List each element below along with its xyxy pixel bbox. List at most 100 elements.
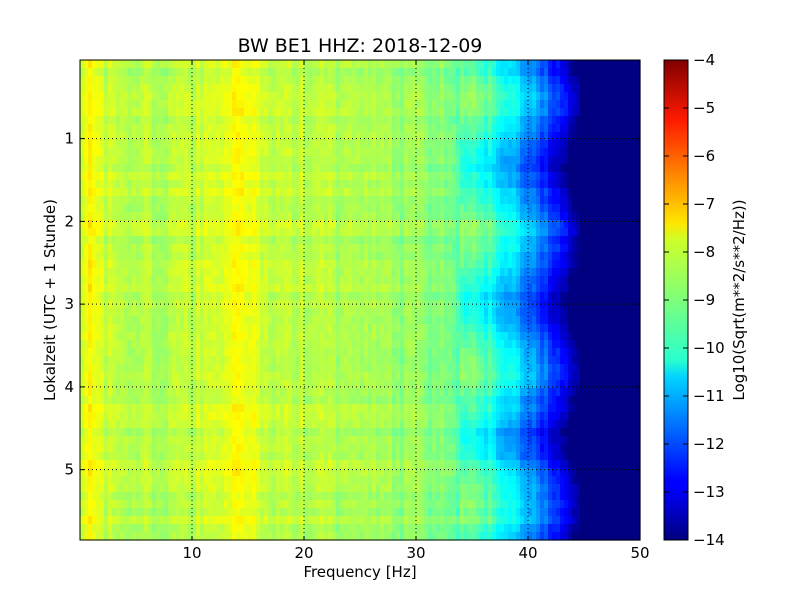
heatmap-cell [88,172,93,181]
heatmap-cell [280,228,285,237]
heatmap-cell [120,156,125,165]
heatmap-cell [268,524,273,533]
heatmap-cell [408,268,413,277]
heatmap-cell [268,84,273,93]
heatmap-cell [348,308,353,317]
heatmap-cell [108,252,113,261]
heatmap-cell [236,92,241,101]
heatmap-cell [148,164,153,173]
heatmap-cell [332,108,337,117]
heatmap-cell [180,212,185,221]
heatmap-cell [108,212,113,221]
heatmap-cell [168,316,173,325]
heatmap-cell [400,204,405,213]
heatmap-cell [240,332,245,341]
heatmap-cell [404,236,409,245]
heatmap-cell [352,324,357,333]
heatmap-cell [232,276,237,285]
heatmap-cell [152,348,157,357]
heatmap-cell [88,532,93,541]
heatmap-cell [256,276,261,285]
heatmap-cell [376,212,381,221]
heatmap-cell [124,364,129,373]
heatmap-cell [164,204,169,213]
heatmap-cell [168,516,173,525]
heatmap-cell [252,212,257,221]
heatmap-cell [288,316,293,325]
heatmap-cell [348,204,353,213]
heatmap-cell [364,92,369,101]
heatmap-cell [292,420,297,429]
heatmap-cell [228,532,233,541]
heatmap-cell [388,196,393,205]
heatmap-cell [252,140,257,149]
heatmap-cell [320,300,325,309]
heatmap-cell [392,372,397,381]
heatmap-cell [296,116,301,125]
heatmap-cell [220,500,225,509]
heatmap-cell [184,428,189,437]
heatmap-cell [280,396,285,405]
heatmap-cell [240,164,245,173]
heatmap-cell [352,292,357,301]
heatmap-cell [136,372,141,381]
heatmap-cell [308,172,313,181]
heatmap-cell [140,340,145,349]
heatmap-cell [344,372,349,381]
heatmap-cell [152,332,157,341]
heatmap-cell [160,468,165,477]
heatmap-cell [380,84,385,93]
heatmap-cell [204,364,209,373]
heatmap-cell [180,412,185,421]
heatmap-cell [116,508,121,517]
heatmap-cell [392,516,397,525]
heatmap-cell [152,524,157,533]
heatmap-cell [328,76,333,85]
heatmap-cell [232,196,237,205]
heatmap-cell [248,308,253,317]
heatmap-cell [140,204,145,213]
heatmap-cell [144,76,149,85]
heatmap-cell [232,420,237,429]
heatmap-cell [248,164,253,173]
heatmap-cell [352,180,357,189]
heatmap-cell [236,364,241,373]
heatmap-cell [164,76,169,85]
heatmap-cell [296,452,301,461]
heatmap-cell [244,388,249,397]
heatmap-cell [388,244,393,253]
heatmap-cell [100,532,105,541]
heatmap-cell [276,412,281,421]
heatmap-cell [112,460,117,469]
heatmap-cell [332,460,337,469]
heatmap-cell [332,356,337,365]
heatmap-cell [144,124,149,133]
heatmap-cell [308,404,313,413]
heatmap-cell [288,284,293,293]
heatmap-cell [340,204,345,213]
heatmap-cell [316,244,321,253]
heatmap-cell [108,92,113,101]
heatmap-cell [80,268,85,277]
heatmap-cell [244,92,249,101]
heatmap-cell [176,460,181,469]
heatmap-cell [136,340,141,349]
heatmap-cell [208,252,213,261]
heatmap-cell [372,212,377,221]
heatmap-cell [116,364,121,373]
heatmap-cell [212,84,217,93]
heatmap-cell [360,220,365,229]
heatmap-cell [352,252,357,261]
heatmap-cell [100,324,105,333]
heatmap-cell [252,148,257,157]
heatmap-cell [216,468,221,477]
heatmap-cell [400,420,405,429]
heatmap-cell [240,148,245,157]
heatmap-cell [196,492,201,501]
heatmap-cell [232,492,237,501]
heatmap-cell [368,204,373,213]
heatmap-cell [160,260,165,269]
heatmap-cell [216,180,221,189]
heatmap-cell [208,140,213,149]
heatmap-cell [408,356,413,365]
